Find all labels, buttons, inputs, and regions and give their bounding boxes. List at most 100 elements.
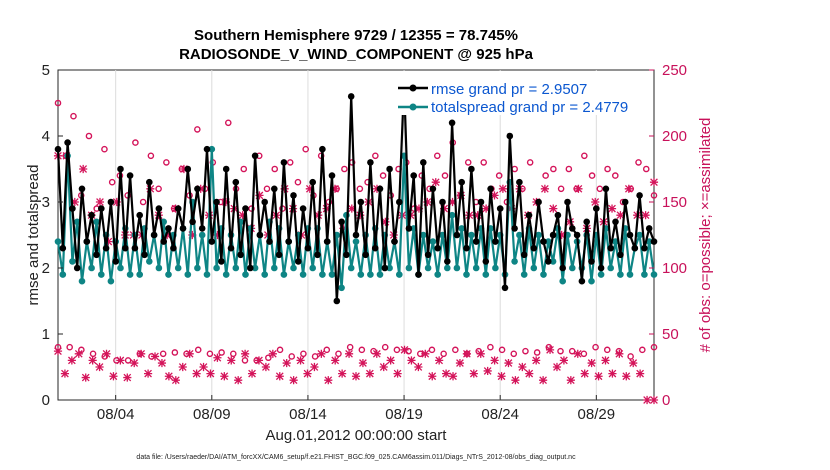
rmse-point: [319, 145, 326, 153]
y-axis-label-right: # of obs: o=possible; ×=assimilated: [697, 118, 714, 353]
obs-assimilated-marker: [365, 369, 374, 378]
obs-assimilated-marker: [314, 211, 323, 220]
totalspread-point: [520, 271, 528, 278]
obs-possible-marker: [346, 343, 354, 351]
obs-assimilated-marker: [60, 369, 70, 378]
obs-assimilated-marker: [601, 356, 610, 365]
totalspread-point: [569, 264, 576, 272]
legend-spread-label: totalspread grand pr = 2.4779: [431, 99, 628, 116]
obs-assimilated-marker: [490, 191, 499, 200]
obs-assimilated-marker: [150, 352, 160, 361]
obs-assimilated-marker: [423, 197, 432, 207]
obs-assimilated-marker: [381, 217, 390, 226]
obs-possible-marker: [464, 159, 472, 166]
chart-title-line2: RADIOSONDE_V_WIND_COMPONENT @ 925 hPa: [179, 46, 534, 63]
obs-assimilated-marker: [469, 369, 478, 378]
rmse-point: [261, 198, 269, 206]
totalspread-point: [328, 271, 336, 278]
totalspread-point: [424, 264, 432, 272]
obs-assimilated-marker: [636, 369, 645, 378]
x-tick-label: 08/29: [578, 406, 616, 423]
obs-possible-marker: [596, 185, 604, 193]
obs-possible-marker: [533, 349, 541, 356]
obs-assimilated-marker: [305, 184, 314, 193]
totalspread-point: [472, 264, 480, 272]
obs-possible-marker: [557, 185, 565, 193]
totalspread-point: [641, 271, 648, 278]
totalspread-point: [617, 271, 624, 278]
rmse-point: [429, 185, 437, 193]
x-tick-label: 08/04: [97, 406, 135, 423]
obs-assimilated-marker: [552, 362, 562, 372]
totalspread-point: [429, 238, 437, 245]
obs-assimilated-marker: [622, 372, 631, 381]
totalspread-point: [607, 264, 614, 272]
obs-assimilated-marker: [70, 197, 79, 207]
totalspread-point: [198, 231, 206, 239]
rmse-point: [545, 258, 552, 265]
obs-possible-marker: [381, 343, 389, 351]
obs-assimilated-marker: [566, 376, 575, 385]
rmse-point: [631, 244, 639, 252]
rmse-point: [237, 251, 244, 259]
y-tick-label-right: 0: [662, 392, 670, 409]
data-file-footer: data file: /Users/raeder/DAI/ATM_forcXX/…: [136, 454, 576, 461]
rmse-point: [69, 205, 76, 212]
obs-assimilated-marker: [629, 358, 638, 368]
obs-possible-marker: [557, 347, 564, 355]
totalspread-point: [222, 271, 230, 278]
totalspread-point: [107, 277, 115, 285]
obs-assimilated-marker: [261, 362, 270, 372]
totalspread-point: [463, 271, 470, 278]
rmse-point: [487, 185, 494, 193]
obs-possible-marker: [440, 350, 447, 358]
rmse-point: [343, 251, 350, 259]
totalspread-point: [69, 258, 76, 265]
obs-assimilated-marker: [220, 372, 229, 381]
rmse-point: [59, 244, 67, 252]
rmse-point: [271, 185, 278, 193]
y-tick-label-right: 150: [662, 194, 687, 211]
rmse-point: [458, 178, 466, 186]
totalspread-point: [165, 271, 172, 278]
obs-assimilated-marker: [322, 204, 331, 213]
totalspread-point: [645, 238, 653, 245]
obs-assimilated-marker: [448, 372, 458, 381]
totalspread-point: [549, 258, 557, 265]
obs-possible-marker: [542, 172, 549, 179]
y-tick-label-right: 100: [662, 260, 687, 277]
obs-possible-marker: [565, 165, 573, 173]
rmse-point: [588, 258, 595, 265]
rmse-point: [621, 198, 629, 206]
rmse-point: [213, 198, 220, 206]
rmse-point: [333, 297, 341, 305]
rmse-point: [251, 152, 259, 160]
obs-assimilated-marker: [525, 369, 534, 378]
rmse-point: [415, 271, 422, 278]
obs-possible-marker: [372, 152, 379, 160]
rmse-point: [290, 192, 297, 199]
obs-possible-marker: [302, 145, 309, 153]
totalspread-point: [516, 231, 523, 239]
obs-assimilated-marker: [206, 369, 215, 378]
rmse-point: [328, 172, 336, 179]
obs-assimilated-marker: [607, 204, 617, 213]
obs-assimilated-marker: [331, 356, 340, 365]
rmse-point: [247, 264, 254, 272]
totalspread-point: [376, 271, 384, 278]
obs-possible-marker: [206, 350, 214, 358]
obs-assimilated-marker: [324, 376, 333, 385]
totalspread-point: [545, 238, 552, 245]
obs-possible-marker: [271, 165, 279, 173]
obs-possible-marker: [441, 172, 449, 179]
obs-assimilated-marker: [358, 358, 368, 368]
obs-assimilated-marker: [104, 237, 113, 246]
rmse-point: [367, 159, 374, 166]
obs-possible-marker: [358, 346, 366, 354]
obs-possible-marker: [603, 346, 611, 354]
rmse-point: [463, 244, 470, 252]
obs-possible-marker: [147, 152, 155, 160]
x-tick-label: 08/19: [385, 406, 423, 423]
obs-possible-marker: [286, 159, 294, 166]
y-tick-label-left: 2: [42, 260, 50, 277]
